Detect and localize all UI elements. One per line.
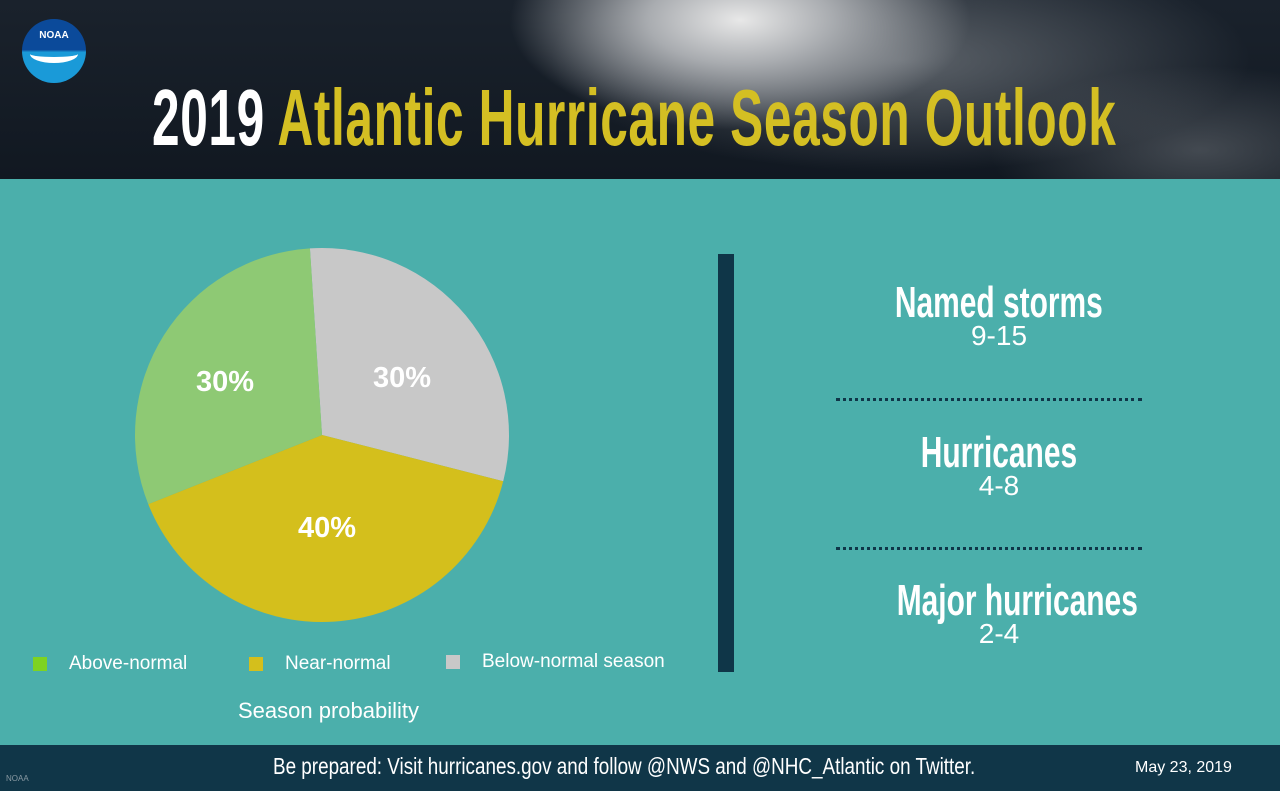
bird-icon [30, 45, 78, 63]
title-text: Atlantic Hurricane Season Outlook [277, 73, 1117, 162]
pie-slice-near-normal [148, 435, 504, 622]
stat-hurricanes: Hurricanes 4-8 [840, 428, 1158, 502]
stat-major-hurricanes: Major hurricanes 2-4 [840, 576, 1158, 650]
dotted-divider [836, 547, 1142, 550]
legend-item-below: Below-normal season [446, 651, 665, 673]
footer-message: Be prepared: Visit hurricanes.gov and fo… [273, 753, 976, 779]
page-title: 2019 Atlantic Hurricane Season Outlook [152, 72, 1116, 164]
stat-label: Major hurricanes [896, 576, 1138, 625]
legend-item-above: Above-normal [33, 653, 187, 675]
legend-swatch [249, 657, 263, 671]
stat-label: Hurricanes [920, 428, 1078, 477]
slice-label-below: 30% [373, 362, 432, 394]
title-year: 2019 [152, 73, 265, 162]
footer-date: May 23, 2019 [1135, 759, 1232, 776]
header-banner: NOAA 2019 Atlantic Hurricane Season Outl… [0, 0, 1280, 179]
legend-label: Above-normal [69, 653, 188, 674]
legend-swatch [33, 657, 47, 671]
slice-label-above: 30% [196, 366, 255, 398]
legend-label: Below-normal season [482, 651, 665, 672]
footer: NOAA Be prepared: Visit hurricanes.gov a… [0, 745, 1280, 791]
slice-label-near: 40% [298, 512, 357, 544]
stat-label: Named storms [895, 278, 1103, 327]
stat-value: 2-4 [978, 618, 1020, 649]
stat-named-storms: Named storms 9-15 [840, 278, 1158, 352]
legend-swatch [446, 655, 460, 669]
chart-caption: Season probability [238, 698, 420, 723]
pie-slice-above-normal [135, 248, 322, 505]
noaa-logo: NOAA [22, 19, 86, 83]
stat-value: 4-8 [978, 470, 1020, 501]
credit-text: NOAA [6, 774, 29, 783]
legend-item-near: Near-normal [249, 653, 391, 675]
logo-text: NOAA [39, 30, 69, 41]
stat-value: 9-15 [970, 320, 1028, 351]
legend-label: Near-normal [285, 653, 391, 674]
pie-slice-below-normal-season [309, 248, 509, 482]
divider-bar [718, 254, 734, 672]
dotted-divider [836, 398, 1142, 401]
pie-chart [135, 248, 509, 622]
